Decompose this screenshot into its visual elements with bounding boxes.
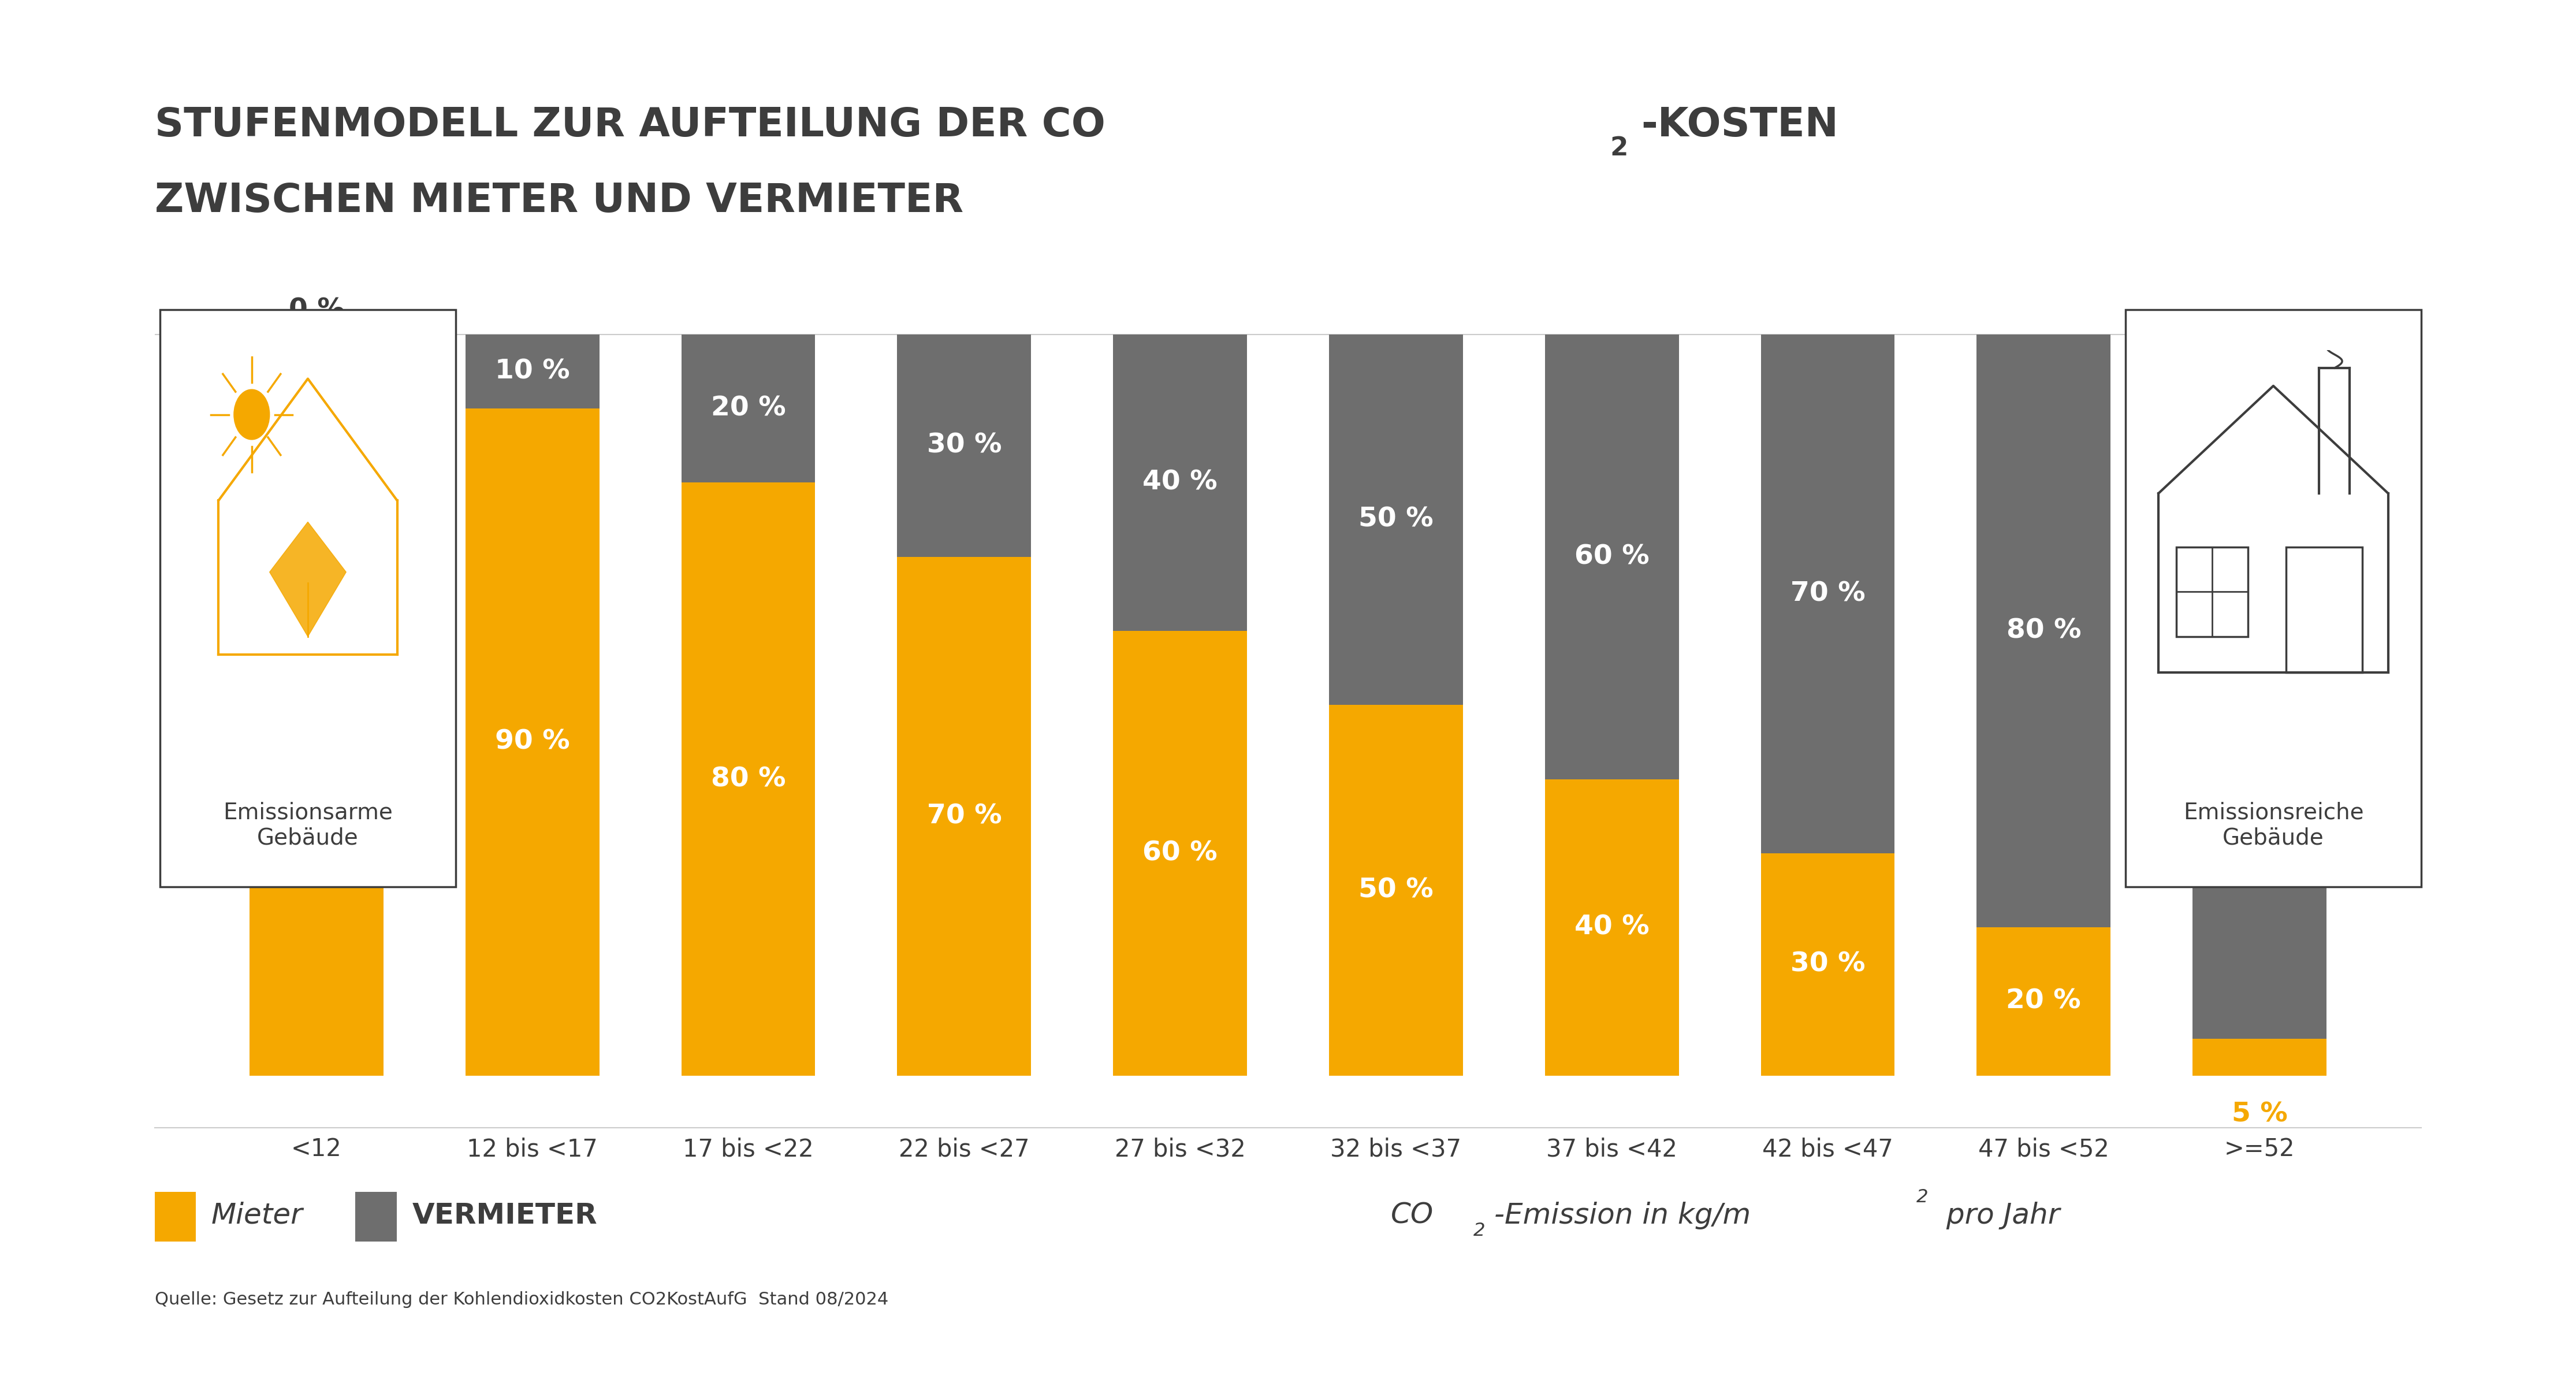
Text: 40 %: 40 %	[1574, 914, 1649, 940]
Bar	[1329, 334, 1463, 705]
Bar	[1546, 780, 1680, 1075]
Text: STUFENMODELL ZUR AUFTEILUNG DER CO: STUFENMODELL ZUR AUFTEILUNG DER CO	[155, 106, 1105, 144]
Bar	[1113, 334, 1247, 631]
Text: 100 %: 100 %	[270, 692, 363, 718]
Text: 10 %: 10 %	[495, 359, 569, 385]
Text: 2: 2	[1917, 1188, 1929, 1207]
Text: 80 %: 80 %	[711, 766, 786, 792]
Text: 70 %: 70 %	[1790, 580, 1865, 606]
Text: 50 %: 50 %	[1358, 877, 1432, 903]
Polygon shape	[270, 522, 345, 637]
Circle shape	[234, 389, 270, 440]
Bar	[1329, 705, 1463, 1075]
Text: Quelle: Gesetz zur Aufteilung der Kohlendioxidkosten CO2KostAufG  Stand 08/2024: Quelle: Gesetz zur Aufteilung der Kohlen…	[155, 1291, 889, 1308]
Text: 60 %: 60 %	[1574, 543, 1649, 569]
Text: Emissionsreiche
Gebäude: Emissionsreiche Gebäude	[2182, 802, 2365, 848]
Text: 20 %: 20 %	[2007, 989, 2081, 1015]
Text: 80 %: 80 %	[2007, 617, 2081, 644]
Bar	[466, 408, 600, 1075]
Text: ZWISCHEN MIETER UND VERMIETER: ZWISCHEN MIETER UND VERMIETER	[155, 182, 963, 220]
Text: Mieter: Mieter	[211, 1202, 304, 1229]
Bar	[1113, 631, 1247, 1075]
Text: pro Jahr: pro Jahr	[1937, 1202, 2061, 1229]
Bar	[466, 334, 600, 408]
Bar	[1976, 334, 2110, 927]
Text: -KOSTEN: -KOSTEN	[1641, 106, 1839, 144]
Bar	[2192, 334, 2326, 1038]
Bar	[2192, 1038, 2326, 1075]
Bar	[680, 483, 814, 1075]
Bar	[1762, 334, 1896, 854]
Bar	[1976, 927, 2110, 1075]
Text: -Emission in kg/m: -Emission in kg/m	[1494, 1202, 1752, 1229]
Bar	[1546, 334, 1680, 780]
Text: 2: 2	[1473, 1221, 1486, 1240]
Text: 70 %: 70 %	[927, 803, 1002, 829]
Text: VERMIETER: VERMIETER	[412, 1202, 598, 1229]
Bar	[896, 557, 1030, 1075]
Bar	[1762, 854, 1896, 1075]
Text: 50 %: 50 %	[1358, 506, 1432, 532]
Text: 30 %: 30 %	[927, 433, 1002, 458]
Text: 2: 2	[1610, 136, 1628, 161]
Text: 5 %: 5 %	[2231, 1101, 2287, 1127]
Text: 90 %: 90 %	[495, 729, 569, 755]
Bar	[680, 334, 814, 483]
Bar	[250, 334, 384, 1075]
Text: 20 %: 20 %	[711, 396, 786, 421]
Text: 60 %: 60 %	[1144, 840, 1218, 866]
Bar	[896, 334, 1030, 557]
Text: CO: CO	[1391, 1202, 1435, 1229]
Text: Emissionsarme
Gebäude: Emissionsarme Gebäude	[224, 802, 392, 848]
Text: 40 %: 40 %	[1144, 470, 1218, 495]
Text: 30 %: 30 %	[1790, 951, 1865, 978]
Text: 0 %: 0 %	[289, 297, 345, 323]
Text: 95 %: 95 %	[2223, 674, 2298, 700]
